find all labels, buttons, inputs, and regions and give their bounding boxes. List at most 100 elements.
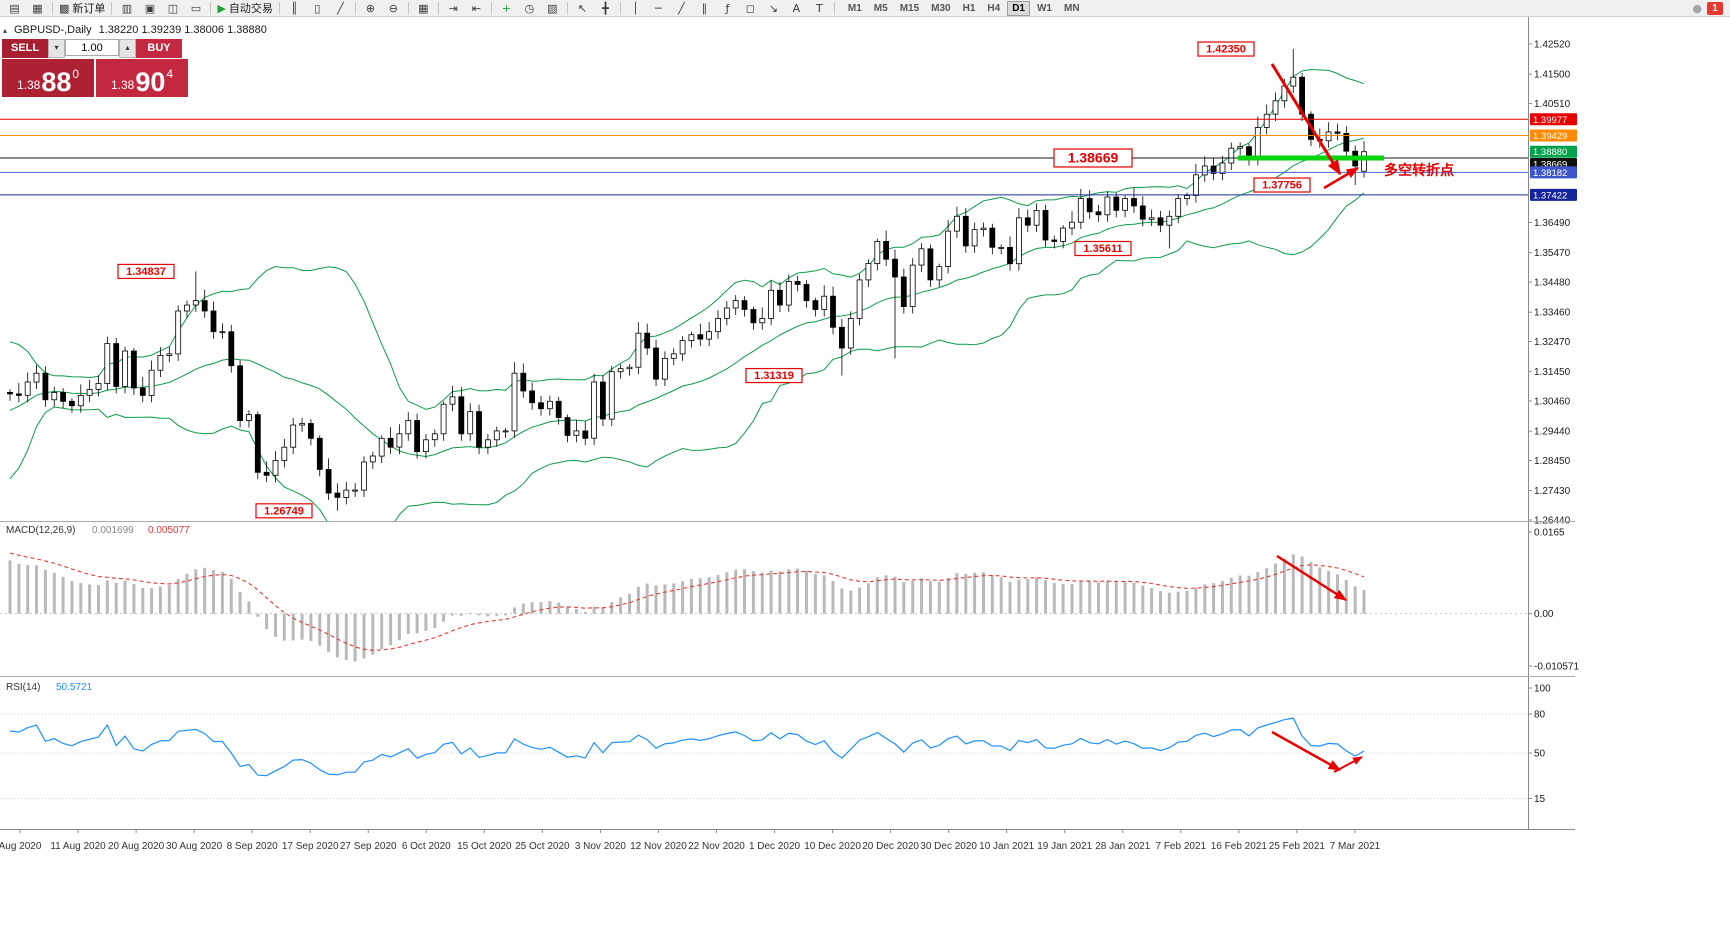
auto-scroll-icon[interactable]: ⇥ [443, 1, 464, 16]
buy-price-point: 4 [166, 67, 174, 81]
price-tick-label: 1.41500 [1534, 70, 1571, 81]
main-chart-plot [0, 49, 1528, 521]
zoom-in-icon-glyph: ⊕ [365, 1, 375, 15]
data-window-icon[interactable]: ▣ [139, 1, 160, 16]
notification-badge[interactable]: 1 [1707, 1, 1723, 15]
trendline-icon[interactable]: ╱ [671, 1, 692, 16]
trend-arrow[interactable] [1333, 756, 1363, 773]
macd-scale-label: -0.010571 [1534, 662, 1579, 673]
new-order-button[interactable]: ▩ 新订单 [57, 1, 107, 16]
price-annotation-box[interactable] [745, 367, 803, 384]
line-chart-icon[interactable]: ╱ [330, 1, 351, 16]
templates-icon[interactable]: ▨ [542, 1, 563, 16]
fibonacci-icon[interactable]: ƒ [717, 1, 738, 16]
one-click-toggle-icon[interactable]: ▴ [3, 26, 8, 35]
time-axis-label: 6 Oct 2020 [402, 841, 451, 852]
bollinger-middle-band [9, 137, 1365, 458]
price-annotation-box[interactable] [1053, 148, 1133, 168]
trendline-icon-glyph: ╱ [678, 1, 685, 15]
periods-icon[interactable]: ◷ [519, 1, 540, 16]
timeframe-button-w1[interactable]: W1 [1036, 2, 1052, 14]
timeframe-button-h4[interactable]: H4 [987, 2, 1001, 14]
price-annotation-box[interactable] [255, 503, 313, 519]
timeframe-button-m15[interactable]: M15 [899, 2, 920, 14]
time-axis-label: 10 Dec 2020 [804, 841, 861, 852]
price-tick-label: 1.30460 [1534, 396, 1571, 407]
crosshair-icon[interactable]: ╋ [595, 1, 616, 16]
auto-trading-button[interactable]: ▶ 自动交易 [215, 1, 274, 16]
toolbar-separator [833, 1, 835, 15]
symbol-timeframe-label: GBPUSD-,Daily [14, 24, 92, 36]
level-price-label: 1.39429 [1533, 131, 1567, 142]
chart-profiles-icon[interactable]: ▦ [27, 1, 48, 16]
price-annotation-box[interactable] [1197, 41, 1255, 57]
time-axis-label: 30 Dec 2020 [920, 841, 977, 852]
buy-price-pips: 90 [135, 67, 166, 97]
timeframe-button-h1[interactable]: H1 [962, 2, 976, 14]
text-icon[interactable]: A [786, 1, 807, 16]
vertical-line-icon-glyph: │ [632, 1, 639, 15]
price-annotation-box[interactable] [1074, 240, 1132, 257]
trend-arrow[interactable] [1270, 63, 1342, 176]
volume-decrease-button[interactable]: ▾ [48, 39, 65, 58]
line-chart-icon-glyph: ╱ [337, 1, 344, 15]
sell-price-point: 0 [72, 67, 80, 81]
price-tick-label: 1.32470 [1534, 337, 1571, 348]
buy-button[interactable]: BUY [136, 39, 182, 58]
chinese-annotation[interactable]: 多空转折点 [1384, 162, 1454, 178]
candlestick-chart-icon[interactable]: ▯ [307, 1, 328, 16]
buy-price-button[interactable]: 1.38 90 4 [96, 59, 188, 97]
sell-button[interactable]: SELL [2, 39, 48, 58]
fibonacci-icon-glyph: ƒ [725, 1, 730, 15]
price-tick-label: 1.31450 [1534, 367, 1571, 378]
chat-icon[interactable]: ● [1692, 1, 1702, 15]
timeframe-button-m30[interactable]: M30 [931, 2, 951, 14]
time-axis-label: 22 Nov 2020 [688, 841, 745, 852]
time-axis-label: 25 Feb 2021 [1269, 841, 1326, 852]
navigator-icon[interactable]: ◫ [162, 1, 183, 16]
price-annotation-box[interactable] [117, 263, 175, 280]
bar-chart-icon[interactable]: ║ [284, 1, 305, 16]
trend-arrow[interactable] [1276, 554, 1348, 602]
price-annotation-box[interactable] [1253, 177, 1311, 193]
macd-scale-label: 0.0165 [1534, 528, 1565, 539]
channel-icon[interactable]: ∥ [694, 1, 715, 16]
horizontal-line-icon[interactable]: ─ [648, 1, 669, 16]
rsi-scale-label: 80 [1534, 710, 1546, 721]
volume-input[interactable] [65, 39, 119, 56]
timeframe-button-d1[interactable]: D1 [1007, 0, 1030, 16]
candlestick-chart-icon-glyph: ▯ [314, 1, 321, 15]
time-axis-label: 3 Nov 2020 [575, 841, 627, 852]
sell-price-button[interactable]: 1.38 88 0 [2, 59, 94, 97]
bollinger-upper-band [9, 68, 1365, 410]
terminal-icon[interactable]: ▭ [185, 1, 206, 16]
timeframe-button-mn[interactable]: MN [1063, 2, 1080, 14]
new-chart-icon[interactable]: ▤ [4, 1, 25, 16]
chart-shift-icon[interactable]: ⇤ [466, 1, 487, 16]
data-window-icon-glyph: ▣ [144, 1, 156, 15]
market-watch-icon[interactable]: ▥ [116, 1, 137, 16]
label-icon-glyph: T [816, 1, 823, 15]
trend-arrow[interactable] [1271, 730, 1342, 772]
indicators-icon[interactable]: + [496, 1, 517, 16]
zoom-in-icon[interactable]: ⊕ [360, 1, 381, 16]
cursor-icon[interactable]: ↖ [572, 1, 593, 16]
sell-price-pips: 88 [41, 67, 72, 97]
timeframe-button-m1[interactable]: M1 [847, 2, 862, 14]
ohlc-values: 1.38220 1.39239 1.38006 1.38880 [98, 24, 267, 36]
timeframe-button-m5[interactable]: M5 [873, 2, 888, 14]
price-annotation-text: 1.42350 [1206, 44, 1246, 56]
trend-arrow[interactable] [1323, 166, 1360, 190]
tile-windows-icon[interactable]: ▦ [413, 1, 434, 16]
macd-signal-line [9, 552, 1365, 651]
time-axis-label: 1 Dec 2020 [749, 841, 801, 852]
vertical-line-icon[interactable]: │ [625, 1, 646, 16]
price-tick-label: 1.35470 [1534, 248, 1571, 259]
label-icon[interactable]: T [809, 1, 830, 16]
shapes-icon[interactable]: ◻ [740, 1, 761, 16]
arrows-icon[interactable]: ↘ [763, 1, 784, 16]
auto-trading-button-label: 自动交易 [228, 3, 273, 15]
macd-indicator-label: MACD(12,26,9) [6, 525, 75, 536]
volume-increase-button[interactable]: ▴ [119, 39, 136, 58]
zoom-out-icon[interactable]: ⊖ [383, 1, 404, 16]
